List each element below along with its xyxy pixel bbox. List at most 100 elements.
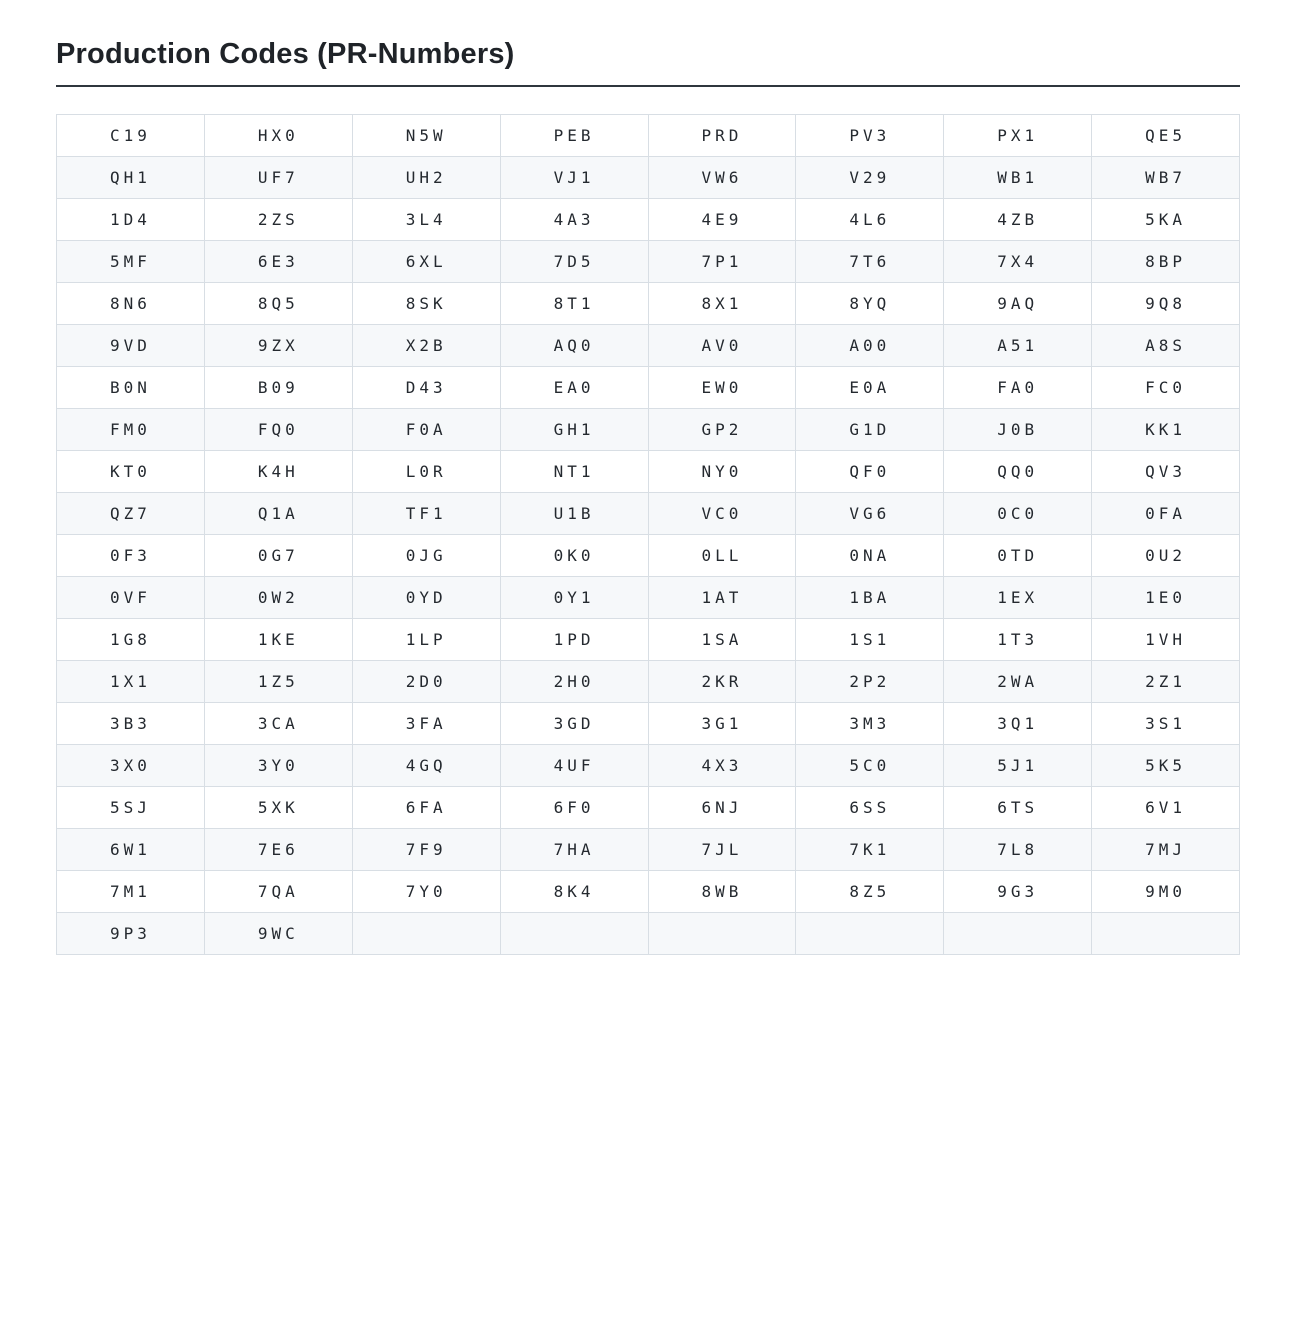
- pr-code-cell: E0A: [795, 366, 945, 409]
- pr-code-cell: WB1: [943, 156, 1093, 199]
- pr-code-cell: N5W: [351, 114, 501, 157]
- pr-code-cell: 3FA: [351, 702, 501, 745]
- pr-code-cell: 0F3: [56, 534, 205, 577]
- pr-code-cell: 8BP: [1091, 240, 1240, 283]
- pr-code-cell: G1D: [795, 408, 945, 451]
- pr-code-cell: 5C0: [795, 744, 945, 787]
- pr-code-cell: 7T6: [795, 240, 945, 283]
- pr-code-cell: 8Z5: [795, 870, 945, 913]
- pr-code-cell: QF0: [795, 450, 945, 493]
- pr-code-cell: 1S1: [795, 618, 945, 661]
- page-title: Production Codes (PR-Numbers): [56, 38, 515, 70]
- pr-code-cell: 8Q5: [203, 282, 353, 325]
- table-row: 6W1 7E6 7F9 7HA 7JL 7K1 7L8 7MJ: [56, 828, 1240, 871]
- pr-code-cell: 0W2: [203, 576, 353, 619]
- pr-code-cell: 3L4: [351, 198, 501, 241]
- pr-code-cell: 5KA: [1091, 198, 1240, 241]
- table-row: KT0 K4H L0R NT1 NY0 QF0 QQ0 QV3: [56, 450, 1240, 493]
- pr-code-cell: 2WA: [943, 660, 1093, 703]
- table-row: 8N6 8Q5 8SK 8T1 8X1 8YQ 9AQ 9Q8: [56, 282, 1240, 325]
- pr-code-cell: EA0: [499, 366, 649, 409]
- pr-code-cell: 2Z1: [1091, 660, 1240, 703]
- pr-code-cell: 6V1: [1091, 786, 1240, 829]
- pr-code-cell: PX1: [943, 114, 1093, 157]
- pr-code-cell: 1BA: [795, 576, 945, 619]
- pr-code-cell: B0N: [56, 366, 205, 409]
- table-row: 1D4 2ZS 3L4 4A3 4E9 4L6 4ZB 5KA: [56, 198, 1240, 241]
- pr-code-cell: 6F0: [499, 786, 649, 829]
- pr-code-cell: 9M0: [1091, 870, 1240, 913]
- pr-code-cell: 4L6: [795, 198, 945, 241]
- pr-code-cell: A51: [943, 324, 1093, 367]
- pr-code-cell: 0LL: [647, 534, 797, 577]
- pr-code-cell: 2P2: [795, 660, 945, 703]
- pr-code-cell: 9ZX: [203, 324, 353, 367]
- table-row: QH1 UF7 UH2 VJ1 VW6 V29 WB1 WB7: [56, 156, 1240, 199]
- pr-code-cell: A8S: [1091, 324, 1240, 367]
- pr-code-cell: 3X0: [56, 744, 205, 787]
- pr-numbers-table: C19 HX0 N5W PEB PRD PV3 PX1 QE5 QH1 UF7 UH2 VJ1 VW6 V…: [56, 114, 1240, 955]
- pr-code-cell: 3Y0: [203, 744, 353, 787]
- pr-code-cell: 1X1: [56, 660, 205, 703]
- pr-code-cell: 8WB: [647, 870, 797, 913]
- pr-code-cell: 3B3: [56, 702, 205, 745]
- pr-code-cell: 1Z5: [203, 660, 353, 703]
- pr-code-cell: 1PD: [499, 618, 649, 661]
- pr-code-cell: 6E3: [203, 240, 353, 283]
- pr-code-cell: QH1: [56, 156, 205, 199]
- pr-code-cell: GP2: [647, 408, 797, 451]
- pr-code-cell: 9WC: [203, 912, 353, 955]
- pr-code-cell: 8X1: [647, 282, 797, 325]
- pr-code-cell: 7E6: [203, 828, 353, 871]
- pr-code-cell: QQ0: [943, 450, 1093, 493]
- table-row: 0F3 0G7 0JG 0K0 0LL 0NA 0TD 0U2: [56, 534, 1240, 577]
- pr-code-cell: 7MJ: [1091, 828, 1240, 871]
- pr-code-cell: 9G3: [943, 870, 1093, 913]
- pr-code-cell: 9P3: [56, 912, 205, 955]
- pr-code-cell: B09: [203, 366, 353, 409]
- pr-code-cell: X2B: [351, 324, 501, 367]
- pr-code-cell: 1AT: [647, 576, 797, 619]
- pr-code-cell: UF7: [203, 156, 353, 199]
- pr-code-cell: C19: [56, 114, 205, 157]
- pr-code-cell: 3GD: [499, 702, 649, 745]
- pr-code-cell: TF1: [351, 492, 501, 535]
- pr-code-cell: 1SA: [647, 618, 797, 661]
- pr-code-cell: 7JL: [647, 828, 797, 871]
- pr-code-cell: 6TS: [943, 786, 1093, 829]
- pr-code-cell: 6W1: [56, 828, 205, 871]
- pr-code-cell: 6FA: [351, 786, 501, 829]
- pr-code-cell: 4X3: [647, 744, 797, 787]
- pr-code-cell: 2KR: [647, 660, 797, 703]
- pr-code-cell: 0VF: [56, 576, 205, 619]
- pr-code-cell: 5MF: [56, 240, 205, 283]
- pr-code-cell: FC0: [1091, 366, 1240, 409]
- table-row: FM0 FQ0 F0A GH1 GP2 G1D J0B KK1: [56, 408, 1240, 451]
- table-row: 1X1 1Z5 2D0 2H0 2KR 2P2 2WA 2Z1: [56, 660, 1240, 703]
- pr-code-cell: 0TD: [943, 534, 1093, 577]
- pr-code-cell: VJ1: [499, 156, 649, 199]
- pr-code-cell: 5XK: [203, 786, 353, 829]
- pr-code-cell: KK1: [1091, 408, 1240, 451]
- pr-code-cell: HX0: [203, 114, 353, 157]
- pr-code-cell: PEB: [499, 114, 649, 157]
- pr-code-cell: EW0: [647, 366, 797, 409]
- pr-code-cell: AV0: [647, 324, 797, 367]
- pr-code-cell: F0A: [351, 408, 501, 451]
- empty-cell: [1091, 912, 1240, 955]
- pr-code-cell: 0Y1: [499, 576, 649, 619]
- empty-cell: [647, 912, 797, 955]
- pr-code-cell: 7HA: [499, 828, 649, 871]
- pr-code-cell: 7F9: [351, 828, 501, 871]
- pr-code-cell: WB7: [1091, 156, 1240, 199]
- pr-code-cell: J0B: [943, 408, 1093, 451]
- pr-code-cell: U1B: [499, 492, 649, 535]
- pr-table-body: C19 HX0 N5W PEB PRD PV3 PX1 QE5 QH1 UF7 UH2 VJ1 VW6 V…: [56, 114, 1240, 955]
- pr-code-cell: 5K5: [1091, 744, 1240, 787]
- table-row: 7M1 7QA 7Y0 8K4 8WB 8Z5 9G3 9M0: [56, 870, 1240, 913]
- pr-code-cell: 6NJ: [647, 786, 797, 829]
- pr-code-cell: 7D5: [499, 240, 649, 283]
- pr-code-cell: VG6: [795, 492, 945, 535]
- table-row: 5MF 6E3 6XL 7D5 7P1 7T6 7X4 8BP: [56, 240, 1240, 283]
- pr-code-cell: 7X4: [943, 240, 1093, 283]
